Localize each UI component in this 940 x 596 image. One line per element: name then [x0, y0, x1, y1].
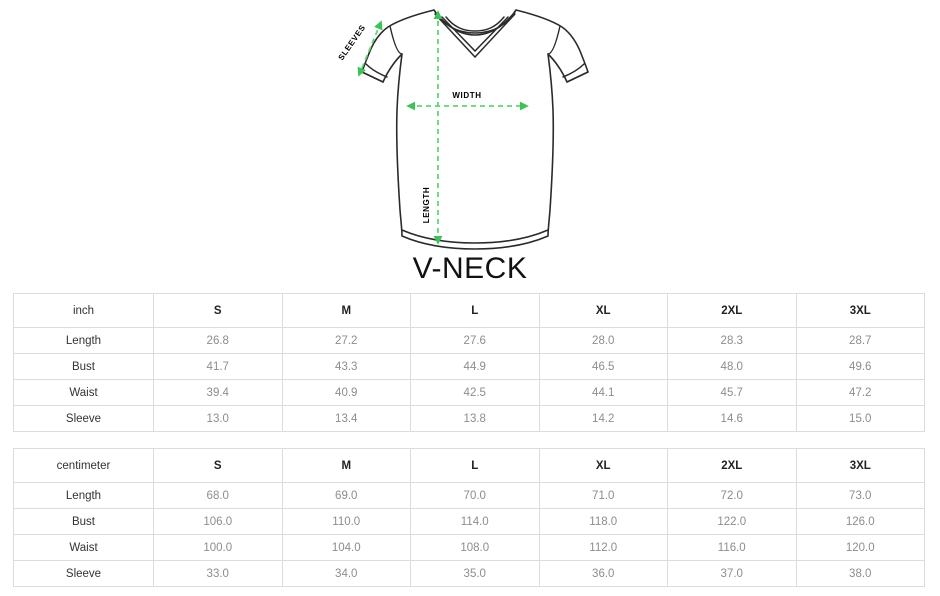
table-row: Waist 39.4 40.9 42.5 44.1 45.7 47.2 [13, 379, 925, 406]
shirt-outline [361, 9, 589, 250]
cell-value: 110.0 [281, 508, 411, 535]
cell-value: 13.4 [281, 405, 411, 432]
cell-value: 106.0 [153, 508, 283, 535]
cell-value: 118.0 [538, 508, 668, 535]
cell-value: 112.0 [538, 534, 668, 561]
table-row: Sleeve 33.0 34.0 35.0 36.0 37.0 38.0 [13, 560, 925, 587]
cell-value: 104.0 [281, 534, 411, 561]
table-body-cm: Length 68.0 69.0 70.0 71.0 72.0 73.0 Bus… [13, 482, 925, 587]
cell-value: 44.9 [410, 353, 540, 380]
cell-value: 15.0 [795, 405, 925, 432]
cell-value: 35.0 [410, 560, 540, 587]
cell-value: 126.0 [795, 508, 925, 535]
unit-header: centimeter [13, 448, 154, 483]
cell-value: 48.0 [667, 353, 797, 380]
cell-value: 14.6 [667, 405, 797, 432]
table-row: Bust 41.7 43.3 44.9 46.5 48.0 49.6 [13, 353, 925, 380]
table-header-row: centimeter S M L XL 2XL 3XL [13, 448, 925, 483]
length-label: LENGTH [422, 187, 431, 224]
table-row: Sleeve 13.0 13.4 13.8 14.2 14.6 15.0 [13, 405, 925, 432]
sleeves-label: SLEEVES [336, 23, 367, 62]
row-label: Bust [13, 353, 154, 380]
cell-value: 36.0 [538, 560, 668, 587]
cell-value: 100.0 [153, 534, 283, 561]
table-header-inch: inch S M L XL 2XL 3XL [13, 293, 925, 328]
cell-value: 73.0 [795, 482, 925, 509]
cell-value: 108.0 [410, 534, 540, 561]
cell-value: 28.7 [795, 327, 925, 354]
size-header-m: M [281, 293, 411, 328]
cell-value: 26.8 [153, 327, 283, 354]
size-header-2xl: 2XL [667, 448, 797, 483]
cell-value: 42.5 [410, 379, 540, 406]
row-label: Bust [13, 508, 154, 535]
table-row: Length 26.8 27.2 27.6 28.0 28.3 28.7 [13, 327, 925, 354]
cell-value: 49.6 [795, 353, 925, 380]
size-header-s: S [153, 448, 283, 483]
cell-value: 72.0 [667, 482, 797, 509]
cell-value: 122.0 [667, 508, 797, 535]
cell-value: 68.0 [153, 482, 283, 509]
sleeves-measure-line [357, 20, 383, 77]
cell-value: 27.6 [410, 327, 540, 354]
cell-value: 27.2 [281, 327, 411, 354]
row-label: Length [13, 327, 154, 354]
cell-value: 114.0 [410, 508, 540, 535]
size-header-3xl: 3XL [795, 448, 925, 483]
size-header-xl: XL [538, 293, 668, 328]
cell-value: 120.0 [795, 534, 925, 561]
table-body-inch: Length 26.8 27.2 27.6 28.0 28.3 28.7 Bus… [13, 327, 925, 432]
size-header-xl: XL [538, 448, 668, 483]
row-label: Sleeve [13, 560, 154, 587]
cell-value: 13.8 [410, 405, 540, 432]
cell-value: 69.0 [281, 482, 411, 509]
cell-value: 38.0 [795, 560, 925, 587]
size-header-3xl: 3XL [795, 293, 925, 328]
size-table-inch: inch S M L XL 2XL 3XL Length 26.8 27.2 2… [13, 293, 925, 432]
size-table-centimeter: centimeter S M L XL 2XL 3XL Length 68.0 … [13, 448, 925, 587]
table-header-row: inch S M L XL 2XL 3XL [13, 293, 925, 328]
cell-value: 44.1 [538, 379, 668, 406]
row-label: Waist [13, 534, 154, 561]
size-header-m: M [281, 448, 411, 483]
cell-value: 45.7 [667, 379, 797, 406]
cell-value: 43.3 [281, 353, 411, 380]
cell-value: 28.0 [538, 327, 668, 354]
bottom-hem [401, 229, 549, 244]
cell-value: 70.0 [410, 482, 540, 509]
v-neck-shirt-diagram: WIDTH LENGTH SLEEVES [336, 9, 589, 250]
row-label: Sleeve [13, 405, 154, 432]
size-header-s: S [153, 293, 283, 328]
cell-value: 39.4 [153, 379, 283, 406]
table-header-cm: centimeter S M L XL 2XL 3XL [13, 448, 925, 483]
cell-value: 41.7 [153, 353, 283, 380]
table-row: Length 68.0 69.0 70.0 71.0 72.0 73.0 [13, 482, 925, 509]
cell-value: 40.9 [281, 379, 411, 406]
garment-illustration: WIDTH LENGTH SLEEVES V-NECK [0, 0, 940, 290]
cell-value: 37.0 [667, 560, 797, 587]
cell-value: 14.2 [538, 405, 668, 432]
size-header-l: L [410, 293, 540, 328]
row-label: Length [13, 482, 154, 509]
table-row: Waist 100.0 104.0 108.0 112.0 116.0 120.… [13, 534, 925, 561]
cell-value: 28.3 [667, 327, 797, 354]
row-label: Waist [13, 379, 154, 406]
cell-value: 46.5 [538, 353, 668, 380]
cell-value: 33.0 [153, 560, 283, 587]
cell-value: 71.0 [538, 482, 668, 509]
size-header-l: L [410, 448, 540, 483]
v-neck-collar [433, 9, 517, 59]
width-label: WIDTH [452, 91, 481, 100]
cell-value: 34.0 [281, 560, 411, 587]
garment-title: V-NECK [412, 252, 528, 285]
cell-value: 116.0 [667, 534, 797, 561]
size-header-2xl: 2XL [667, 293, 797, 328]
table-row: Bust 106.0 110.0 114.0 118.0 122.0 126.0 [13, 508, 925, 535]
unit-header: inch [13, 293, 154, 328]
armhole-seams [389, 25, 561, 55]
cell-value: 47.2 [795, 379, 925, 406]
cell-value: 13.0 [153, 405, 283, 432]
